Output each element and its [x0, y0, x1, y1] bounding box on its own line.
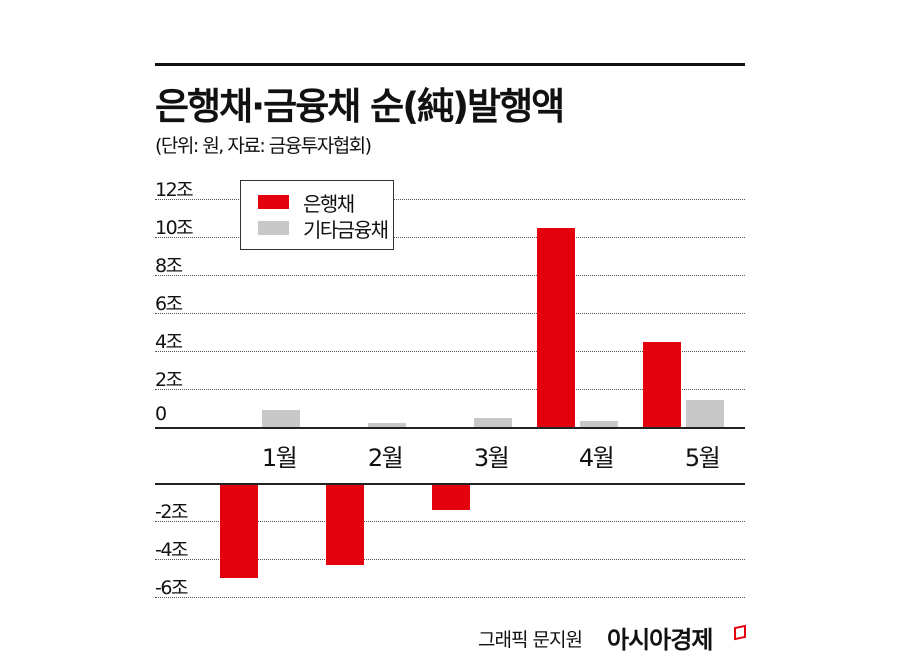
y-tick-label: 6조	[155, 293, 183, 315]
y-tick-label: -6조	[155, 577, 188, 599]
bar-bank-bonds	[537, 227, 575, 427]
bar-bank-bonds	[326, 485, 364, 565]
gridline	[155, 389, 745, 390]
bar-bank-bonds	[432, 485, 470, 510]
x-category-label: 4월	[578, 444, 615, 472]
y-tick-label: -2조	[155, 501, 188, 523]
y-tick-label: -4조	[155, 539, 188, 561]
zero-axis-lower	[155, 483, 745, 485]
zero-axis-upper	[155, 427, 745, 429]
chart-title: 은행채·금융채 순(純)발행액	[155, 85, 565, 128]
legend-swatch-other-financial-bonds	[258, 221, 289, 235]
legend-label-other-financial-bonds: 기타금융채	[303, 218, 389, 242]
legend-label-bank-bonds: 은행채	[303, 192, 355, 216]
y-tick-label: 2조	[155, 369, 183, 391]
gridline	[155, 521, 745, 522]
y-tick-label: 4조	[155, 331, 183, 353]
y-tick-label: 10조	[155, 217, 194, 239]
gridline	[155, 559, 745, 560]
y-tick-label: 12조	[155, 179, 194, 201]
bar-bank-bonds	[220, 485, 258, 579]
gridline	[155, 597, 745, 598]
y-tick-label: 8조	[155, 255, 183, 277]
gridline	[155, 351, 745, 352]
y-tick-label: 0	[155, 403, 167, 425]
bar-other-financial-bonds	[474, 417, 512, 427]
bar-other-financial-bonds	[686, 400, 724, 427]
bar-other-financial-bonds	[580, 421, 618, 427]
x-category-label: 5월	[684, 444, 721, 472]
gridline	[155, 275, 745, 276]
x-category-label: 3월	[473, 444, 510, 472]
gridline	[155, 313, 745, 314]
gridline	[155, 237, 745, 238]
legend: 은행채 기타금융채	[240, 180, 394, 250]
graphic-credit: 그래픽 문지원	[478, 629, 583, 651]
brand-logo-text: 아시아경제	[607, 626, 713, 654]
legend-swatch-bank-bonds	[258, 195, 289, 209]
gridline	[155, 199, 745, 200]
x-category-label: 2월	[367, 444, 404, 472]
title-rule	[155, 63, 745, 66]
bar-bank-bonds	[643, 341, 681, 427]
chart-subtitle: (단위: 원, 자료: 금융투자협회)	[155, 135, 372, 157]
bar-other-financial-bonds	[262, 409, 300, 427]
x-category-label: 1월	[261, 444, 298, 472]
brand-mark-icon	[734, 624, 746, 641]
bar-other-financial-bonds	[368, 423, 406, 427]
